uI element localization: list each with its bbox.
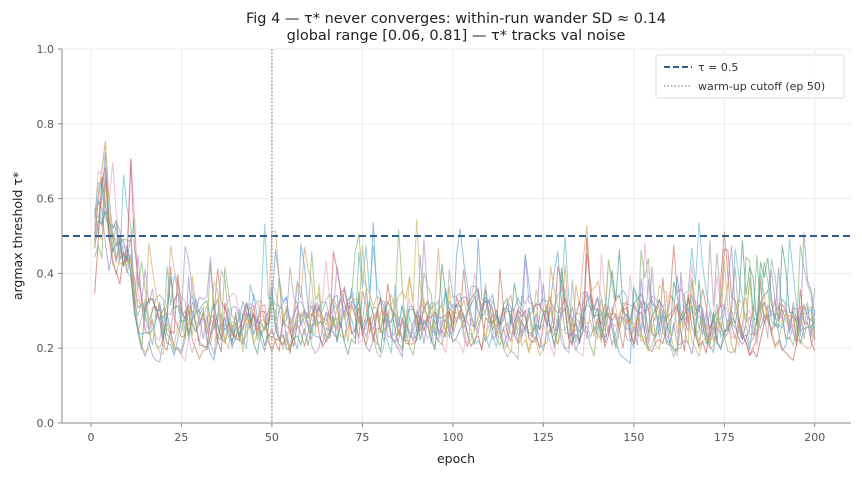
y-tick-label: 0.2 [37,342,55,355]
y-tick-label: 0.6 [37,193,55,206]
run-lines [94,140,816,365]
x-tick-label: 50 [265,431,279,444]
x-tick-label: 200 [804,431,825,444]
x-tick-label: 0 [87,431,94,444]
x-tick-label: 175 [714,431,735,444]
y-tick-label: 1.0 [37,43,55,56]
reference-lines [62,49,851,423]
chart-title: Fig 4 — τ* never converges: within-run w… [246,11,666,27]
y-tick-label: 0.0 [37,417,55,430]
axes: 0 25 50 75 100 125 150 175 200 0.0 0.2 0.4 0.6 0.8 1.0 [37,43,851,444]
x-tick-label: 100 [442,431,463,444]
x-tick-label: 25 [174,431,188,444]
legend-label-warmup: warm-up cutoff (ep 50) [698,80,825,93]
x-axis-label: epoch [437,451,475,466]
x-tick-label: 150 [623,431,644,444]
run-line [94,171,816,361]
run-line [94,210,816,357]
run-line [94,140,816,358]
x-tick-label: 75 [355,431,369,444]
y-axis-label: argmax threshold τ* [10,172,25,300]
y-tick-label: 0.4 [37,267,55,280]
y-tick-label: 0.8 [37,118,55,131]
x-tick-label: 125 [533,431,554,444]
legend: τ = 0.5 warm-up cutoff (ep 50) [655,54,845,99]
chart-subtitle: global range [0.06, 0.81] — τ* tracks va… [287,28,626,44]
legend-box [655,54,845,99]
legend-label-tau: τ = 0.5 [698,61,738,74]
grid [62,48,851,424]
